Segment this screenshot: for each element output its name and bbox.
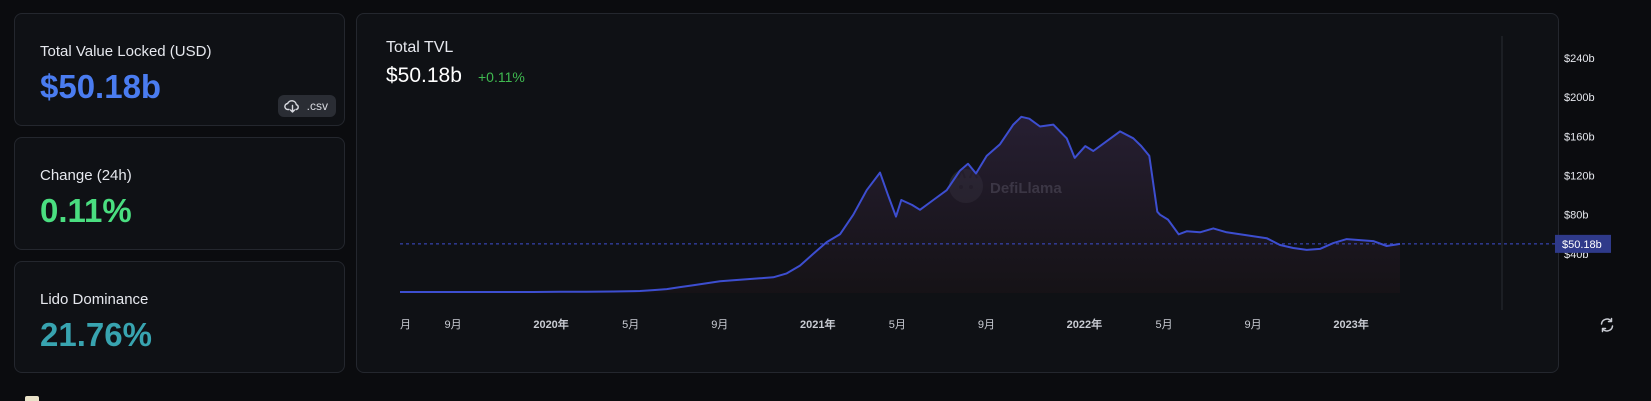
refresh-button[interactable] <box>1598 316 1616 339</box>
x-tick-label: 5月 <box>889 319 906 331</box>
tvl-card: Total Value Locked (USD) $50.18b .csv <box>14 13 345 126</box>
chart-change: +0.11% <box>478 69 525 85</box>
x-tick-label: 2022年 <box>1067 317 1102 331</box>
csv-label: .csv <box>306 99 328 113</box>
chart-current-value: $50.18b <box>386 64 462 87</box>
x-axis: 月 9月 2020年 5月 9月 2021年 5月 9月 2022年 5月 9月 2023年 <box>400 317 1369 331</box>
dominance-card-label: Lido Dominance <box>40 291 149 308</box>
tvl-card-value: $50.18b <box>40 68 162 105</box>
x-tick-label: 9月 <box>1245 319 1262 331</box>
corner-mark <box>25 396 39 401</box>
y-tick-label: $200b <box>1564 92 1595 104</box>
y-tick-label: $240b <box>1564 53 1595 65</box>
x-tick-label: 2023年 <box>1333 317 1368 331</box>
x-tick-label: 2020年 <box>533 317 568 331</box>
x-tick-label: 2021年 <box>800 317 835 331</box>
x-tick-label: 5月 <box>1155 319 1172 331</box>
tvl-card-label: Total Value Locked (USD) <box>40 43 212 60</box>
tvl-line <box>400 115 1401 293</box>
x-tick-label: 9月 <box>445 319 462 331</box>
y-tick-label: $160b <box>1564 131 1595 143</box>
y-axis: $40b$80b$120b$160b$200b$240b <box>1564 53 1595 261</box>
current-tag-bg <box>1555 234 1611 253</box>
x-tick-label: 9月 <box>978 319 995 331</box>
x-tick-label: 9月 <box>711 319 728 331</box>
refresh-icon <box>1598 317 1616 338</box>
current-value-tag: $50.18b <box>1555 234 1611 253</box>
x-tick-label: 月 <box>400 319 411 331</box>
dominance-card-value: 21.76% <box>40 316 152 353</box>
x-tick-label: 5月 <box>622 319 639 331</box>
current-tag-label: $50.18b <box>1562 239 1602 251</box>
change-card-label: Change (24h) <box>40 167 132 184</box>
y-tick-label: $120b <box>1564 171 1595 183</box>
cloud-download-icon <box>283 99 301 113</box>
chart-title: Total TVL <box>386 39 454 56</box>
y-tick-label: $80b <box>1564 210 1588 222</box>
dominance-card: Lido Dominance 21.76% <box>14 261 345 373</box>
change-card-value: 0.11% <box>40 192 132 229</box>
download-csv-button[interactable]: .csv <box>277 95 336 117</box>
change-card: Change (24h) 0.11% <box>14 137 345 250</box>
